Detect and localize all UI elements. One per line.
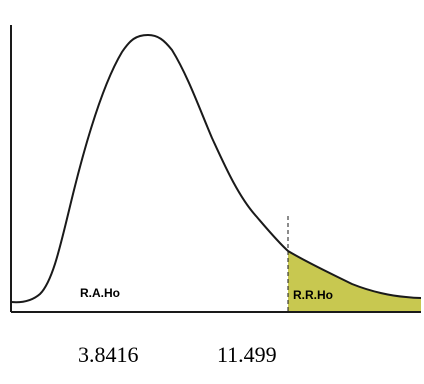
rejection-region-label: R.R.Ho xyxy=(293,288,333,302)
critical-value-chi2: 3.8416 xyxy=(78,342,139,367)
acceptance-region-label: R.A.Ho xyxy=(80,286,120,300)
rejection-region xyxy=(288,251,421,312)
density-curve xyxy=(10,33,422,304)
critical-value-upper: 11.499 xyxy=(217,342,277,367)
